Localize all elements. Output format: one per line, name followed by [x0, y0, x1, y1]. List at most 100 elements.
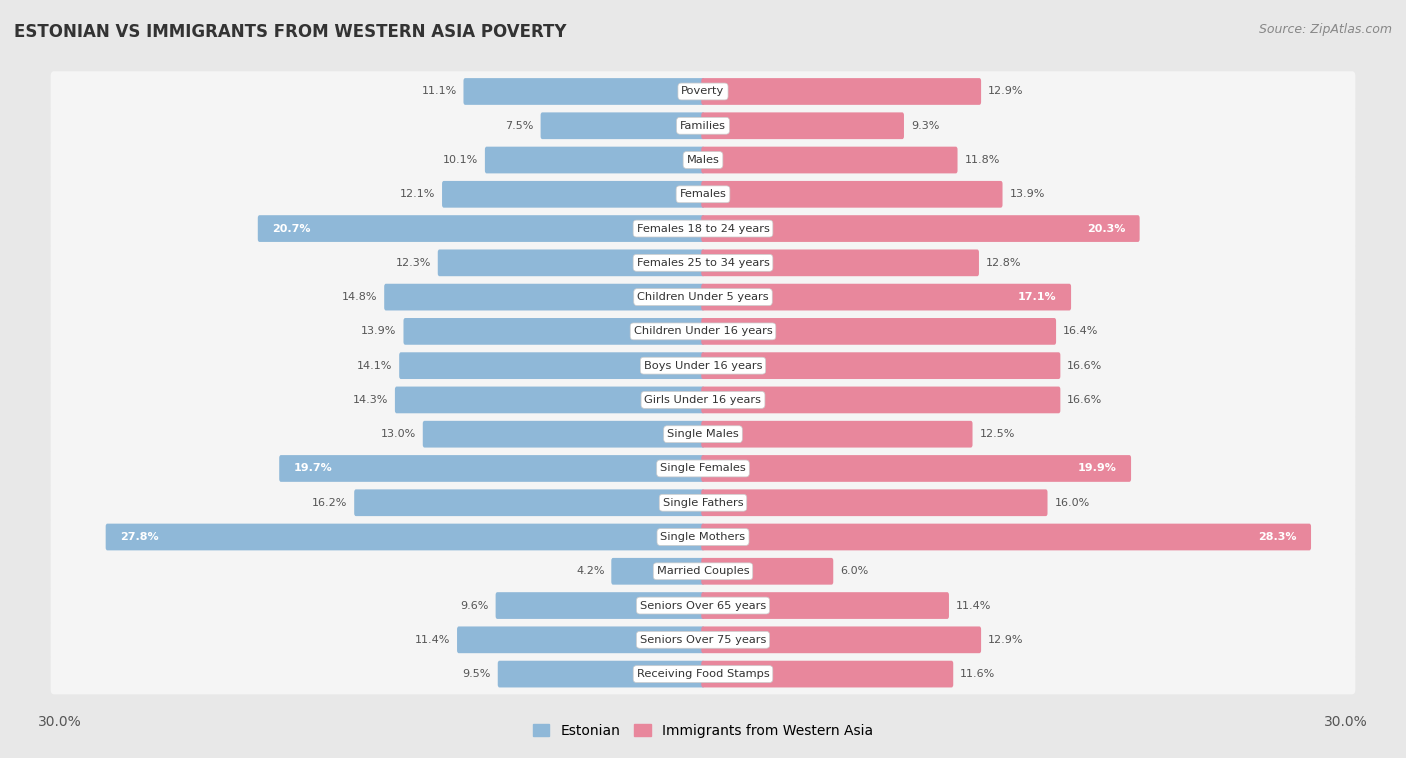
Text: Source: ZipAtlas.com: Source: ZipAtlas.com — [1258, 23, 1392, 36]
FancyBboxPatch shape — [51, 71, 1355, 111]
FancyBboxPatch shape — [485, 146, 704, 174]
FancyBboxPatch shape — [612, 558, 704, 584]
FancyBboxPatch shape — [702, 78, 981, 105]
Text: 19.7%: 19.7% — [294, 463, 333, 474]
FancyBboxPatch shape — [51, 654, 1355, 694]
Text: 4.2%: 4.2% — [576, 566, 605, 576]
FancyBboxPatch shape — [702, 146, 957, 174]
Text: 9.3%: 9.3% — [911, 121, 939, 131]
FancyBboxPatch shape — [498, 661, 704, 688]
FancyBboxPatch shape — [495, 592, 704, 619]
FancyBboxPatch shape — [404, 318, 704, 345]
FancyBboxPatch shape — [702, 249, 979, 276]
FancyBboxPatch shape — [51, 346, 1355, 386]
Text: 12.8%: 12.8% — [986, 258, 1021, 268]
Text: 20.7%: 20.7% — [273, 224, 311, 233]
Text: 11.1%: 11.1% — [422, 86, 457, 96]
FancyBboxPatch shape — [51, 517, 1355, 557]
Text: Single Females: Single Females — [661, 463, 745, 474]
FancyBboxPatch shape — [51, 208, 1355, 249]
FancyBboxPatch shape — [702, 592, 949, 619]
FancyBboxPatch shape — [702, 112, 904, 139]
FancyBboxPatch shape — [423, 421, 704, 447]
Text: Children Under 16 years: Children Under 16 years — [634, 327, 772, 337]
FancyBboxPatch shape — [441, 181, 704, 208]
FancyBboxPatch shape — [105, 524, 704, 550]
FancyBboxPatch shape — [702, 181, 1002, 208]
FancyBboxPatch shape — [51, 105, 1355, 146]
Text: Receiving Food Stamps: Receiving Food Stamps — [637, 669, 769, 679]
FancyBboxPatch shape — [51, 312, 1355, 352]
Text: 9.6%: 9.6% — [460, 600, 489, 610]
FancyBboxPatch shape — [702, 421, 973, 447]
Text: 11.4%: 11.4% — [415, 634, 450, 645]
Text: 16.2%: 16.2% — [312, 498, 347, 508]
Text: Children Under 5 years: Children Under 5 years — [637, 292, 769, 302]
FancyBboxPatch shape — [702, 558, 834, 584]
Text: 27.8%: 27.8% — [121, 532, 159, 542]
Text: 10.1%: 10.1% — [443, 155, 478, 165]
Text: Single Males: Single Males — [666, 429, 740, 439]
Text: Males: Males — [686, 155, 720, 165]
Text: Seniors Over 75 years: Seniors Over 75 years — [640, 634, 766, 645]
FancyBboxPatch shape — [51, 277, 1355, 318]
Text: 17.1%: 17.1% — [1018, 292, 1056, 302]
Text: 11.8%: 11.8% — [965, 155, 1000, 165]
FancyBboxPatch shape — [51, 414, 1355, 454]
FancyBboxPatch shape — [399, 352, 704, 379]
FancyBboxPatch shape — [280, 455, 704, 482]
Text: 16.4%: 16.4% — [1063, 327, 1098, 337]
Text: Girls Under 16 years: Girls Under 16 years — [644, 395, 762, 405]
Text: 9.5%: 9.5% — [463, 669, 491, 679]
Text: 13.0%: 13.0% — [381, 429, 416, 439]
FancyBboxPatch shape — [702, 387, 1060, 413]
FancyBboxPatch shape — [702, 318, 1056, 345]
Text: 7.5%: 7.5% — [505, 121, 534, 131]
FancyBboxPatch shape — [51, 380, 1355, 420]
Text: 12.5%: 12.5% — [980, 429, 1015, 439]
Text: 19.9%: 19.9% — [1077, 463, 1116, 474]
FancyBboxPatch shape — [457, 626, 704, 653]
FancyBboxPatch shape — [395, 387, 704, 413]
FancyBboxPatch shape — [540, 112, 704, 139]
FancyBboxPatch shape — [51, 448, 1355, 489]
FancyBboxPatch shape — [384, 283, 704, 311]
FancyBboxPatch shape — [702, 215, 1140, 242]
Text: 6.0%: 6.0% — [841, 566, 869, 576]
Text: 12.3%: 12.3% — [395, 258, 430, 268]
FancyBboxPatch shape — [702, 490, 1047, 516]
Text: ESTONIAN VS IMMIGRANTS FROM WESTERN ASIA POVERTY: ESTONIAN VS IMMIGRANTS FROM WESTERN ASIA… — [14, 23, 567, 41]
FancyBboxPatch shape — [702, 626, 981, 653]
FancyBboxPatch shape — [51, 551, 1355, 591]
FancyBboxPatch shape — [702, 455, 1130, 482]
FancyBboxPatch shape — [51, 585, 1355, 626]
Text: Boys Under 16 years: Boys Under 16 years — [644, 361, 762, 371]
Text: 11.4%: 11.4% — [956, 600, 991, 610]
FancyBboxPatch shape — [702, 283, 1071, 311]
Text: Single Fathers: Single Fathers — [662, 498, 744, 508]
Text: Families: Families — [681, 121, 725, 131]
FancyBboxPatch shape — [354, 490, 704, 516]
Text: 11.6%: 11.6% — [960, 669, 995, 679]
Text: Single Mothers: Single Mothers — [661, 532, 745, 542]
FancyBboxPatch shape — [464, 78, 704, 105]
Text: Females: Females — [679, 190, 727, 199]
Text: 16.0%: 16.0% — [1054, 498, 1090, 508]
FancyBboxPatch shape — [437, 249, 704, 276]
Text: 12.9%: 12.9% — [988, 86, 1024, 96]
Text: 20.3%: 20.3% — [1087, 224, 1125, 233]
Text: 16.6%: 16.6% — [1067, 395, 1102, 405]
Text: 12.1%: 12.1% — [399, 190, 436, 199]
Text: 14.3%: 14.3% — [353, 395, 388, 405]
Text: 13.9%: 13.9% — [1010, 190, 1045, 199]
Text: Poverty: Poverty — [682, 86, 724, 96]
FancyBboxPatch shape — [51, 243, 1355, 283]
Text: Females 18 to 24 years: Females 18 to 24 years — [637, 224, 769, 233]
Text: 14.1%: 14.1% — [357, 361, 392, 371]
FancyBboxPatch shape — [702, 524, 1310, 550]
Text: Married Couples: Married Couples — [657, 566, 749, 576]
FancyBboxPatch shape — [51, 619, 1355, 660]
FancyBboxPatch shape — [702, 352, 1060, 379]
Text: 14.8%: 14.8% — [342, 292, 377, 302]
FancyBboxPatch shape — [51, 483, 1355, 523]
